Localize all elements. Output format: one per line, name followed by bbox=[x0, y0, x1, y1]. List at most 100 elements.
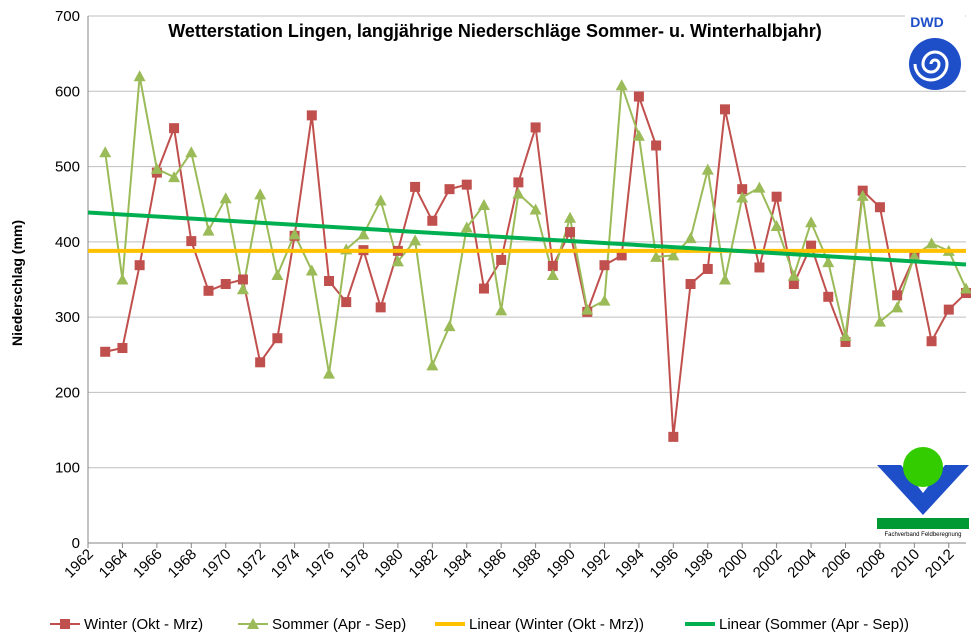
sommer-point bbox=[219, 192, 232, 204]
sommer-point bbox=[925, 237, 938, 249]
winter-point bbox=[771, 191, 782, 202]
sommer-point bbox=[581, 303, 594, 315]
sommer-point bbox=[632, 129, 645, 141]
sommer-point bbox=[736, 191, 749, 203]
sommer-point bbox=[168, 171, 181, 183]
winter-point bbox=[633, 91, 644, 102]
sommer-point bbox=[770, 220, 783, 232]
y-axis-ticks: 0 100 200 300 400 500 600 700 bbox=[55, 8, 80, 552]
sommer-point bbox=[512, 187, 525, 199]
winter-point bbox=[410, 181, 421, 192]
sommer-point bbox=[787, 269, 800, 281]
sommer-point bbox=[357, 228, 370, 240]
y-tick-label: 600 bbox=[55, 83, 80, 100]
sommer-point bbox=[650, 250, 663, 262]
winter-point bbox=[341, 297, 352, 308]
sommer-point bbox=[99, 146, 112, 158]
x-tick-label: 2010 bbox=[888, 546, 924, 582]
winter-point bbox=[943, 304, 954, 315]
x-tick-label: 1990 bbox=[543, 546, 579, 582]
sommer-point bbox=[805, 216, 818, 228]
sommer-point bbox=[908, 250, 921, 262]
y-tick-label: 200 bbox=[55, 384, 80, 401]
winter-point bbox=[306, 110, 317, 121]
winter-point bbox=[220, 279, 231, 290]
x-tick-label: 2002 bbox=[750, 546, 786, 582]
sommer-point bbox=[185, 146, 198, 158]
sommer-point bbox=[236, 283, 249, 295]
fachverband-logo: Fachverband Feldberegnung bbox=[877, 447, 969, 538]
x-tick-label: 1986 bbox=[474, 546, 510, 582]
sommer-point bbox=[891, 301, 904, 313]
sommer-point bbox=[443, 320, 456, 332]
x-tick-label: 1988 bbox=[509, 546, 545, 582]
winter-point bbox=[754, 262, 765, 273]
winter-point bbox=[117, 343, 128, 354]
x-tick-label: 1994 bbox=[612, 546, 648, 582]
winter-point bbox=[324, 276, 335, 287]
sommer-point bbox=[598, 294, 611, 306]
winter-point bbox=[375, 302, 386, 313]
sommer-point bbox=[822, 256, 835, 268]
x-tick-label: 2012 bbox=[922, 546, 958, 582]
winter-point bbox=[599, 260, 610, 271]
winter-point bbox=[840, 336, 851, 347]
winter-point bbox=[100, 346, 111, 357]
sommer-point bbox=[374, 194, 387, 206]
sommer-point bbox=[701, 163, 714, 175]
x-tick-label: 1982 bbox=[406, 546, 442, 582]
winter-point bbox=[719, 104, 730, 115]
winter-point bbox=[616, 250, 627, 261]
sommer-point bbox=[718, 273, 731, 285]
winter-point bbox=[874, 202, 885, 213]
winter-point bbox=[186, 236, 197, 247]
y-tick-label: 300 bbox=[55, 309, 80, 326]
y-tick-label: 700 bbox=[55, 8, 80, 25]
x-tick-label: 1978 bbox=[337, 546, 373, 582]
y-tick-label: 100 bbox=[55, 460, 80, 477]
x-tick-label: 1962 bbox=[61, 546, 97, 582]
legend-label: Sommer (Apr - Sep) bbox=[272, 616, 406, 633]
winter-point bbox=[530, 122, 541, 133]
winter-point bbox=[272, 333, 283, 344]
sommer-point bbox=[856, 189, 869, 201]
sommer-point bbox=[546, 268, 559, 280]
winter-point bbox=[255, 357, 266, 368]
winter-point bbox=[496, 254, 507, 265]
winter-point bbox=[668, 431, 679, 442]
sommer-point bbox=[960, 282, 971, 294]
y-axis-label: Niederschlag (mm) bbox=[9, 220, 25, 346]
x-tick-label: 1968 bbox=[165, 546, 201, 582]
sommer-point bbox=[426, 359, 439, 371]
winter-point bbox=[565, 227, 576, 238]
legend-label: Linear (Winter (Okt - Mrz)) bbox=[469, 616, 644, 633]
winter-point bbox=[203, 285, 214, 296]
winter-point bbox=[444, 184, 455, 195]
sommer-point bbox=[409, 234, 422, 246]
x-tick-label: 1984 bbox=[440, 546, 476, 582]
sommer-point bbox=[254, 188, 267, 200]
plot-area bbox=[87, 16, 966, 544]
x-tick-label: 1980 bbox=[371, 546, 407, 582]
x-axis-ticks: 1962196419661968197019721974197619781980… bbox=[61, 543, 958, 582]
sommer-point bbox=[667, 249, 680, 261]
winter-point bbox=[478, 283, 489, 294]
fachverband-logo-text: Fachverband Feldberegnung bbox=[884, 532, 961, 538]
sommer-point bbox=[684, 232, 697, 244]
sommer-point bbox=[460, 221, 473, 233]
winter-point bbox=[427, 215, 438, 226]
sommer-point bbox=[133, 70, 146, 82]
dwd-logo-text: DWD bbox=[910, 14, 943, 30]
chart-title: Wetterstation Lingen, langjährige Nieder… bbox=[168, 21, 822, 41]
legend-label: Winter (Okt - Mrz) bbox=[84, 616, 203, 633]
legend-marker bbox=[247, 618, 259, 629]
sommer-point bbox=[495, 304, 508, 316]
x-tick-label: 1976 bbox=[302, 546, 338, 582]
sommer-point bbox=[477, 198, 490, 210]
winter-point bbox=[169, 123, 180, 134]
sommer-point bbox=[615, 79, 628, 91]
winter-point bbox=[737, 184, 748, 195]
x-tick-label: 1966 bbox=[130, 546, 166, 582]
sommer-point bbox=[305, 264, 318, 276]
winter-point bbox=[823, 291, 834, 302]
